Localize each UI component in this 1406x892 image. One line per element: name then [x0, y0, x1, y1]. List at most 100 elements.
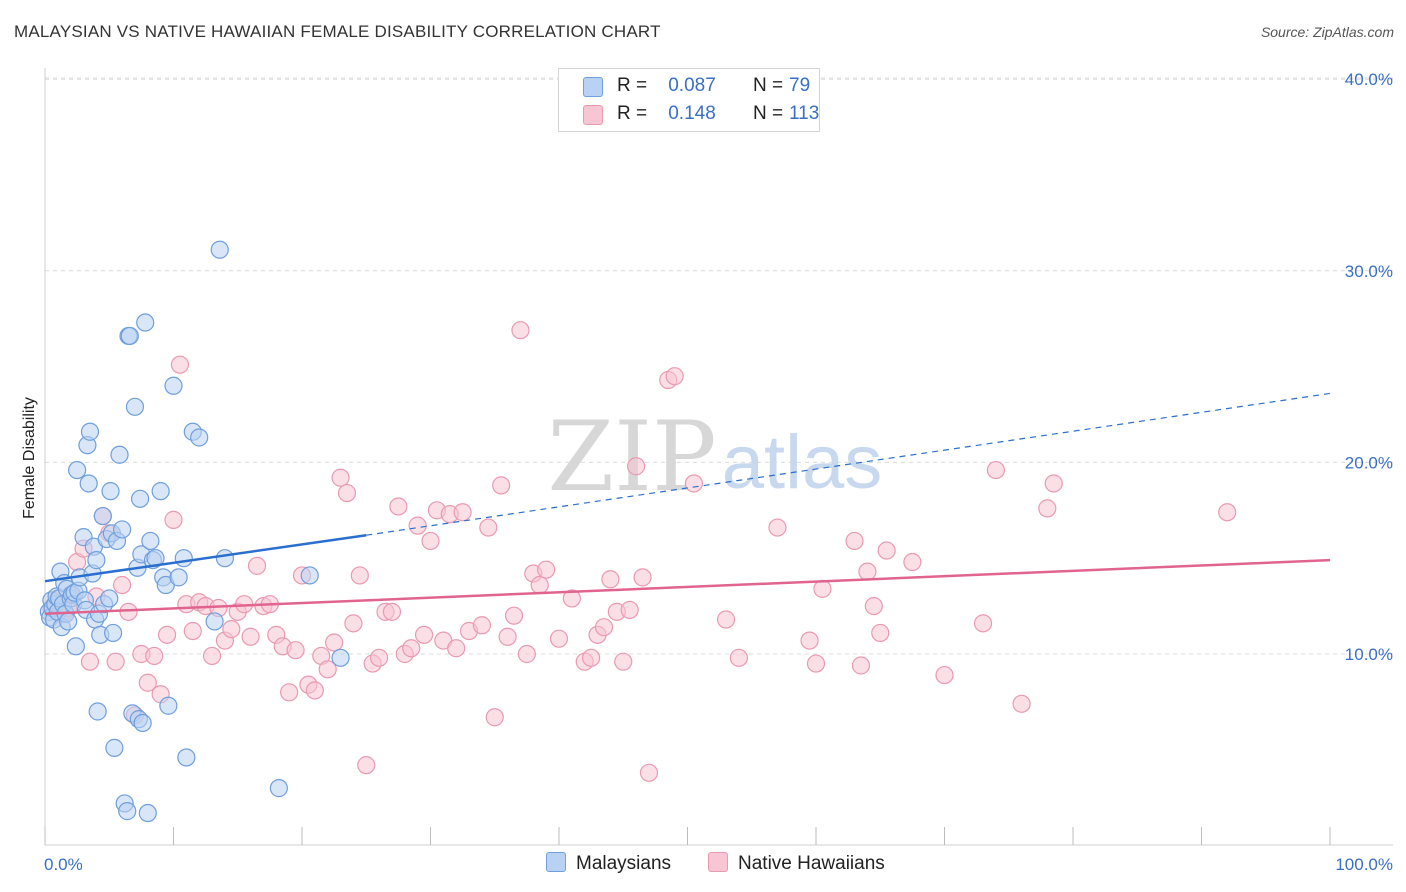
- native-hawaiian-point: [639, 763, 659, 782]
- malaysian-point: [66, 637, 85, 656]
- malaysian-point: [101, 482, 120, 501]
- malaysian-point: [118, 802, 137, 821]
- native-hawaiian-point: [344, 614, 363, 633]
- native-hawaiian-point: [665, 367, 684, 386]
- native-hawaiian-point: [626, 457, 646, 476]
- legend-n-label: N =: [753, 75, 784, 96]
- native-hawaiian-point: [350, 566, 369, 585]
- x-tick-label-max: 100.0%: [1335, 855, 1393, 874]
- malaysian-point: [136, 313, 155, 332]
- y-tick-label: 30.0%: [1345, 262, 1393, 281]
- native-hawaiian-point: [222, 619, 241, 639]
- malaysian-point: [59, 612, 78, 631]
- native-hawaiian-point: [492, 476, 511, 495]
- malaysian-point: [269, 779, 288, 798]
- native-hawaiian-point: [1044, 474, 1063, 493]
- malaysian-point: [141, 531, 160, 551]
- malaysian-point: [88, 702, 107, 721]
- malaysian-point: [164, 376, 183, 395]
- malaysian-point: [146, 549, 165, 568]
- malaysian-point: [138, 803, 157, 823]
- malaysian-point: [68, 460, 87, 480]
- native-hawaiian-point: [337, 483, 357, 503]
- native-hawaiian-point: [813, 579, 832, 598]
- native-hawaiian-point: [357, 756, 376, 775]
- legend-swatch-blue: [546, 852, 566, 872]
- source-label: Source: ZipAtlas.com: [1260, 24, 1394, 40]
- native-hawaiian-point: [864, 596, 883, 616]
- legend-swatch-pink: [708, 852, 728, 872]
- axes: [44, 68, 1393, 846]
- native-hawaiian-point: [241, 627, 260, 646]
- chart-title: MALAYSIAN VS NATIVE HAWAIIAN FEMALE DISA…: [14, 22, 661, 41]
- native-hawaiian-point: [620, 600, 639, 620]
- native-hawaiian-point: [408, 516, 427, 535]
- malaysians-trend-line: [44, 533, 367, 583]
- native-hawaiian-point: [112, 575, 132, 595]
- malaysian-point: [120, 326, 139, 346]
- legend-r-label: R =: [617, 75, 648, 96]
- native-hawaiian-point: [331, 468, 350, 487]
- native-hawaiian-point: [389, 497, 408, 516]
- native-hawaiian-point: [537, 560, 556, 579]
- malaysian-point: [104, 623, 123, 643]
- native-hawaiian-point: [145, 646, 164, 666]
- malaysians-trend-extension: [366, 392, 1331, 536]
- malaysian-point: [87, 551, 106, 570]
- native-hawaiian-point: [202, 646, 222, 666]
- native-hawaiian-point: [485, 708, 504, 727]
- native-hawaiian-point: [1218, 503, 1237, 522]
- native-hawaiian-point: [106, 652, 125, 671]
- legend-r-value: 0.087: [668, 75, 716, 96]
- native-hawaiian-point: [138, 673, 157, 692]
- watermark-atlas: atlas: [722, 420, 883, 505]
- native-hawaiian-point: [530, 575, 549, 595]
- malaysian-point: [125, 397, 145, 416]
- malaysian-point: [300, 566, 319, 585]
- legend-n-value: 113: [789, 103, 820, 124]
- native-hawaiian-point: [851, 656, 871, 675]
- native-hawaiian-point: [633, 568, 652, 587]
- native-hawaiian-point: [1038, 499, 1057, 518]
- native-hawaiian-point: [684, 474, 704, 493]
- malaysian-point: [105, 738, 124, 757]
- native-hawaiian-point: [517, 644, 536, 664]
- axis-labels: 10.0% 20.0% 30.0% 40.0% 0.0% 100.0% Female Dis…: [21, 70, 1393, 874]
- native-hawaiian-point: [729, 648, 749, 667]
- malaysian-point: [215, 549, 234, 568]
- x-tick-label-min: 0.0%: [44, 855, 83, 874]
- correlation-legend: R = 0.087 N = 79 R = 0.148 N = 113: [558, 68, 820, 132]
- legend-label-malaysians: Malaysians: [576, 853, 672, 874]
- legend-label-native-hawaiians: Native Hawaiians: [738, 853, 885, 874]
- malaysian-point: [210, 240, 229, 259]
- y-tick-label: 10.0%: [1345, 645, 1393, 664]
- native-hawaiian-point: [1012, 694, 1031, 713]
- native-hawaiian-point: [498, 627, 517, 646]
- malaysian-point: [331, 648, 350, 667]
- y-tick-label: 40.0%: [1345, 70, 1393, 89]
- native-hawaiian-point: [402, 639, 421, 658]
- native-hawaiian-point: [594, 618, 614, 637]
- native-hawaiian-point: [414, 625, 434, 644]
- native-hawaiians-trend-line: [44, 558, 1331, 616]
- native-hawaiian-point: [286, 641, 305, 660]
- malaysian-point: [110, 445, 129, 464]
- native-hawaiian-point: [845, 531, 864, 551]
- native-hawaiian-point: [119, 602, 138, 621]
- native-hawaiian-point: [447, 639, 466, 658]
- native-hawaiian-point: [382, 602, 402, 621]
- native-hawaiian-point: [80, 652, 100, 671]
- native-hawaiian-point: [318, 660, 337, 679]
- legend-item-malaysians: Malaysians: [546, 852, 671, 876]
- native-hawaiian-point: [877, 541, 896, 560]
- native-hawaiian-point: [716, 610, 736, 629]
- y-tick-label: 20.0%: [1345, 453, 1393, 472]
- native-hawaiian-point: [800, 631, 819, 650]
- malaysian-point: [169, 568, 188, 587]
- malaysian-point: [190, 428, 209, 447]
- malaysian-point: [112, 520, 132, 539]
- native-hawaiian-point: [305, 681, 324, 700]
- native-hawaiian-point: [601, 570, 620, 589]
- malaysians-points: [39, 240, 350, 823]
